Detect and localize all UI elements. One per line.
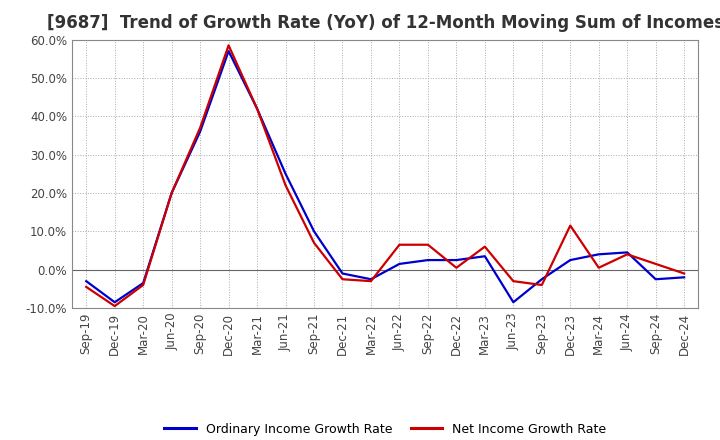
Ordinary Income Growth Rate (253, 106, 261, 111)
Title: [9687]  Trend of Growth Rate (YoY) of 12-Month Moving Sum of Incomes: [9687] Trend of Growth Rate (YoY) of 12-… (47, 15, 720, 33)
Net Income Growth Rate (196, 125, 204, 130)
Net Income Growth Rate (282, 183, 290, 188)
Net Income Growth Rate (225, 43, 233, 48)
Net Income Growth Rate (82, 284, 91, 290)
Net Income Growth Rate (423, 242, 432, 247)
Ordinary Income Growth Rate (566, 257, 575, 263)
Ordinary Income Growth Rate (595, 252, 603, 257)
Ordinary Income Growth Rate (139, 280, 148, 286)
Ordinary Income Growth Rate (452, 257, 461, 263)
Net Income Growth Rate (366, 279, 375, 284)
Net Income Growth Rate (537, 282, 546, 288)
Ordinary Income Growth Rate (110, 300, 119, 305)
Net Income Growth Rate (253, 106, 261, 111)
Net Income Growth Rate (480, 244, 489, 249)
Net Income Growth Rate (595, 265, 603, 270)
Net Income Growth Rate (110, 304, 119, 309)
Ordinary Income Growth Rate (82, 279, 91, 284)
Ordinary Income Growth Rate (680, 275, 688, 280)
Ordinary Income Growth Rate (196, 129, 204, 134)
Ordinary Income Growth Rate (423, 257, 432, 263)
Net Income Growth Rate (167, 191, 176, 196)
Ordinary Income Growth Rate (310, 229, 318, 234)
Net Income Growth Rate (566, 223, 575, 228)
Line: Net Income Growth Rate: Net Income Growth Rate (86, 45, 684, 306)
Net Income Growth Rate (338, 277, 347, 282)
Legend: Ordinary Income Growth Rate, Net Income Growth Rate: Ordinary Income Growth Rate, Net Income … (159, 418, 611, 440)
Ordinary Income Growth Rate (652, 277, 660, 282)
Line: Ordinary Income Growth Rate: Ordinary Income Growth Rate (86, 51, 684, 302)
Ordinary Income Growth Rate (338, 271, 347, 276)
Net Income Growth Rate (652, 261, 660, 267)
Ordinary Income Growth Rate (509, 300, 518, 305)
Net Income Growth Rate (452, 265, 461, 270)
Net Income Growth Rate (139, 282, 148, 288)
Ordinary Income Growth Rate (282, 171, 290, 176)
Ordinary Income Growth Rate (480, 253, 489, 259)
Net Income Growth Rate (310, 240, 318, 246)
Ordinary Income Growth Rate (167, 191, 176, 196)
Net Income Growth Rate (680, 271, 688, 276)
Ordinary Income Growth Rate (395, 261, 404, 267)
Net Income Growth Rate (509, 279, 518, 284)
Ordinary Income Growth Rate (623, 250, 631, 255)
Net Income Growth Rate (395, 242, 404, 247)
Net Income Growth Rate (623, 252, 631, 257)
Ordinary Income Growth Rate (537, 277, 546, 282)
Ordinary Income Growth Rate (366, 277, 375, 282)
Ordinary Income Growth Rate (225, 48, 233, 54)
